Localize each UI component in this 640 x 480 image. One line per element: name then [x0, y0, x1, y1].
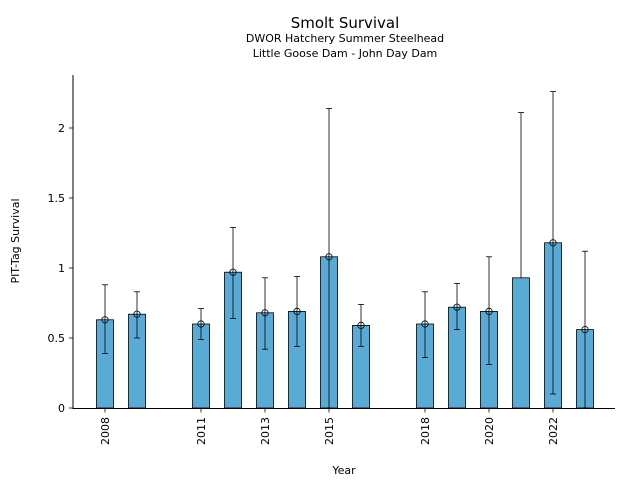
point-marker-2023 — [581, 325, 589, 334]
point-marker-2016 — [357, 321, 365, 329]
axes-layer — [72, 75, 615, 409]
x-ticks-layer: 2008 2011 2013 2015 2018 2020 2022 — [99, 408, 560, 445]
chart-subtitle-line-1: DWOR Hatchery Summer Steelhead — [246, 32, 444, 45]
point-marker-2018 — [421, 320, 429, 328]
y-tick-label-3: 1.5 — [48, 192, 66, 205]
bars-layer — [96, 242, 594, 409]
y-tick-label-2: 1 — [58, 262, 65, 275]
point-marker-2013 — [261, 309, 269, 317]
x-axis-label: Year — [331, 464, 356, 477]
x-tick-label-2020: 2020 — [483, 417, 496, 445]
point-marker-2020 — [485, 307, 493, 315]
chart-subtitle-line-2: Little Goose Dam - John Day Dam — [253, 47, 438, 60]
point-marker-2009 — [133, 310, 141, 318]
point-marker-2022 — [549, 239, 557, 247]
point-marker-2019 — [453, 303, 461, 311]
point-marker-2011 — [197, 320, 205, 328]
point-marker-2008 — [101, 316, 109, 324]
point-marker-2015 — [325, 253, 333, 261]
x-tick-label-2008: 2008 — [99, 417, 112, 445]
y-ticks-layer: 0 0.5 1 1.5 2 — [48, 122, 73, 415]
y-tick-label-4: 2 — [58, 122, 65, 135]
y-axis-label: PIT-Tag Survival — [9, 198, 22, 283]
point-marker-2014 — [293, 307, 301, 315]
y-tick-label-1: 0.5 — [48, 332, 66, 345]
x-tick-label-2015: 2015 — [323, 417, 336, 445]
x-tick-label-2022: 2022 — [547, 417, 560, 445]
x-tick-label-2018: 2018 — [419, 417, 432, 445]
x-tick-label-2013: 2013 — [259, 417, 272, 445]
x-tick-label-2011: 2011 — [195, 417, 208, 445]
bar-2021 — [512, 277, 530, 409]
point-marker-2012 — [229, 268, 237, 276]
error-bars-layer — [101, 91, 589, 409]
y-tick-label-0: 0 — [58, 402, 65, 415]
chart-title: Smolt Survival — [291, 14, 400, 32]
